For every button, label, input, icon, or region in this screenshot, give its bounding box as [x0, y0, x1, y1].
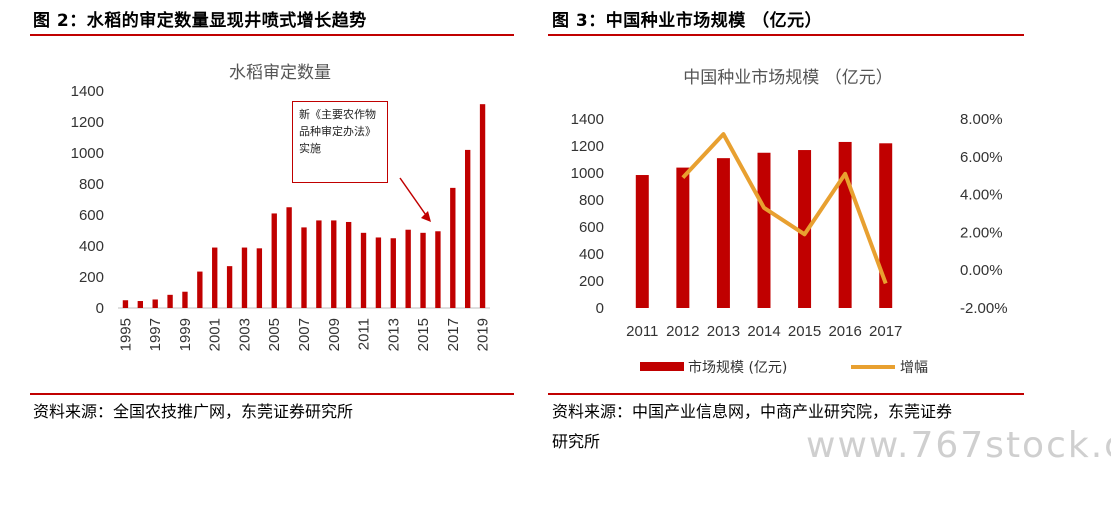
left-x-tick-label: 2003	[236, 318, 253, 351]
right-bar	[838, 141, 852, 308]
left-source-rule	[30, 393, 514, 395]
right-chart-title: 中国种业市场规模 （亿元）	[683, 68, 892, 88]
left-x-tick-label: 1997	[147, 318, 164, 351]
left-bar	[271, 213, 277, 308]
left-x-tick-label: 2015	[415, 318, 432, 351]
right-y-left-tick-label: 1000	[571, 165, 604, 182]
left-x-tick-label: 2019	[475, 318, 492, 351]
right-y-left-tick-label: 200	[579, 273, 604, 290]
left-bar	[122, 300, 129, 308]
right-bar	[757, 152, 771, 308]
left-bar	[197, 271, 203, 308]
left-bar	[167, 294, 173, 308]
right-y-right-tick-label: 0.00%	[960, 262, 1003, 279]
left-bar	[375, 237, 382, 308]
left-bar	[345, 221, 352, 308]
right-y-right-tick-label: 4.00%	[960, 187, 1003, 204]
legend-bar-label: 市场规模 (亿元)	[688, 359, 787, 376]
left-bar	[212, 247, 218, 308]
left-x-tick-label: 2005	[266, 318, 283, 351]
left-bar	[152, 299, 158, 308]
annotation-arrow-head	[421, 211, 431, 222]
right-x-tick-label: 2011	[626, 323, 658, 340]
right-y-right-tick-label: -2.00%	[960, 300, 1008, 317]
left-x-tick-label: 1999	[177, 318, 194, 351]
left-bar	[316, 220, 322, 308]
left-bar	[479, 104, 486, 308]
left-bar	[420, 232, 426, 308]
right-y-right-tick-label: 8.00%	[960, 111, 1003, 128]
right-y-right-tick-label: 6.00%	[960, 149, 1003, 166]
left-y-tick-label: 800	[79, 176, 104, 193]
right-figure-title: 图 3：中国种业市场规模 （亿元）	[552, 11, 823, 31]
right-chart: 中国种业市场规模 （亿元） 0200400600800100012001400 …	[571, 68, 1008, 376]
left-bar	[137, 301, 143, 308]
left-bar	[390, 238, 396, 308]
left-bar	[286, 207, 292, 308]
left-y-tick-label: 600	[79, 207, 104, 224]
left-source: 资料来源：全国农技推广网，东莞证券研究所	[33, 402, 354, 421]
left-x-tick-label: 1995	[117, 318, 134, 351]
left-bar	[465, 149, 471, 308]
right-x-tick-label: 2014	[747, 323, 780, 340]
left-bar	[405, 229, 411, 308]
right-y-left-tick-label: 600	[579, 219, 604, 236]
left-bar	[182, 291, 188, 308]
left-x-tick-label: 2001	[207, 318, 224, 351]
left-y-tick-label: 0	[96, 300, 104, 317]
right-bar	[676, 167, 690, 308]
left-bar	[435, 231, 441, 308]
left-bar	[301, 227, 307, 308]
right-y-right-tick-label: 2.00%	[960, 224, 1003, 241]
right-bar	[879, 143, 893, 308]
right-y-left-tick-label: 800	[579, 192, 604, 209]
right-y-left-tick-label: 400	[579, 246, 604, 263]
right-y-left-tick-label: 1200	[571, 138, 604, 155]
left-x-tick-label: 2013	[385, 318, 402, 351]
left-y-tick-label: 1000	[71, 145, 104, 162]
annotation-arrow-line	[399, 177, 429, 219]
right-bar	[635, 175, 649, 308]
left-x-tick-label: 2017	[445, 318, 462, 351]
left-bar	[331, 220, 337, 308]
left-y-tick-label: 1200	[71, 114, 104, 131]
right-x-tick-label: 2015	[788, 323, 821, 340]
right-bar	[716, 158, 730, 308]
right-y-left-tick-label: 1400	[571, 111, 604, 128]
left-chart: 水稻审定数量 0 200 400 600 800 1000 1200 1400 1995 199…	[71, 63, 492, 351]
left-y-tick-label: 200	[79, 269, 104, 286]
right-x-tick-label: 2012	[666, 323, 699, 340]
right-x-tick-label: 2016	[828, 323, 861, 340]
right-bar	[798, 150, 812, 308]
watermark: www.767stock.co	[806, 425, 1111, 466]
left-x-tick-label: 2009	[326, 318, 343, 351]
left-y-tick-label: 400	[79, 238, 104, 255]
left-figure-title: 图 2：水稻的审定数量显现井喷式增长趋势	[33, 11, 367, 31]
left-bar	[360, 232, 367, 308]
legend-bar-swatch	[640, 362, 684, 371]
growth-line	[681, 132, 888, 285]
right-source-rule	[548, 393, 1024, 395]
right-source-line1: 资料来源：中国产业信息网，中商产业研究院，东莞证券	[552, 402, 953, 421]
right-source-line2: 研究所	[552, 432, 601, 451]
left-x-tick-label: 2011	[356, 318, 373, 350]
annotation-box: 新《主要农作物品种审定办法》实施	[292, 101, 388, 183]
left-bar	[450, 187, 456, 308]
legend-line-label: 增幅	[900, 360, 928, 376]
left-title-rule	[30, 34, 514, 36]
right-x-tick-label: 2017	[869, 323, 902, 340]
left-bar	[256, 248, 263, 308]
left-x-tick-label: 2007	[296, 318, 313, 351]
left-bar	[241, 247, 248, 308]
right-y-left-tick-label: 0	[596, 300, 604, 317]
left-y-tick-label: 1400	[71, 83, 104, 100]
right-title-rule	[548, 34, 1024, 36]
right-x-tick-label: 2013	[707, 323, 740, 340]
left-bar	[226, 266, 233, 308]
left-chart-title: 水稻审定数量	[229, 63, 331, 83]
